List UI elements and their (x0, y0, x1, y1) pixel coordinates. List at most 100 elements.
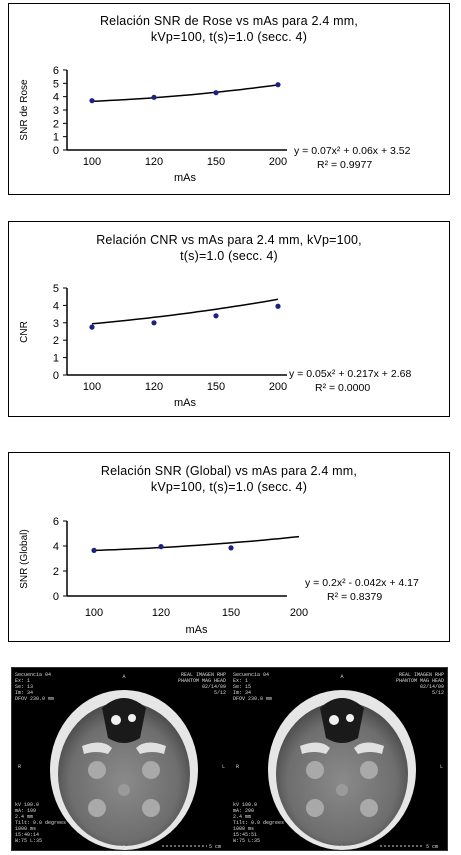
overlay-line: DFOV 230.0 mm (233, 696, 272, 702)
overlay-line: Secuencia 04 (15, 672, 51, 678)
y-tick-label: 2 (53, 566, 59, 578)
x-tick-label: 200 (269, 381, 287, 393)
scan-overlay-left: Secuencia 04 Ex: 1 Se: 13 Im: 34 DFOV 23… (15, 672, 226, 850)
orientation-label: L (440, 764, 443, 770)
trend-line (91, 298, 279, 325)
r-squared-label: R² = 0.8379 (327, 591, 382, 603)
phantom-insert (360, 761, 378, 779)
y-tick-label: 0 (53, 591, 59, 603)
trend-line (93, 535, 300, 552)
scan-overlay-right: Secuencia 04 Ex: 1 Se: 15 Im: 34 DFOV 23… (233, 672, 444, 851)
x-tick-label: 120 (145, 156, 163, 168)
overlay-line: kV 100.0 (233, 802, 257, 808)
x-tick-label: 150 (207, 156, 225, 168)
bone-fragment (111, 715, 121, 725)
y-axis-label: CNR (19, 321, 30, 343)
trendline-equation: y = 0.05x² + 0.217x + 2.68 (289, 368, 411, 380)
overlay-line: REAL IMAGEN RHP (181, 672, 226, 678)
overlay-line: Tilt: 0.0 degrees (15, 820, 66, 826)
overlay-line: 2.4 mm (233, 814, 251, 820)
chart-panel-snr-global: Relación SNR (Global) vs mAs para 2.4 mm… (8, 452, 450, 642)
bone-fragment (346, 714, 354, 722)
x-tick-label: 150 (207, 381, 225, 393)
chart-cnr: 0 1 2 3 4 5 100 120 150 200 mAs CNR y = 0.05x² + 0.2… (19, 283, 411, 409)
phantom-insert-center (118, 784, 130, 796)
data-point (213, 90, 219, 96)
x-tick-label: 120 (152, 607, 170, 619)
y-tick-label: 6 (53, 65, 59, 77)
orientation-label: P (340, 845, 343, 851)
scale-label: 5 cm (209, 844, 221, 850)
data-point (89, 98, 95, 104)
overlay-line: 5/12 (214, 690, 226, 696)
phantom-insert (142, 799, 160, 817)
phantom-insert (306, 799, 324, 817)
r-squared-label: R² = 0.0000 (315, 382, 370, 394)
phantom-insert (88, 799, 106, 817)
petrous-bone (82, 742, 112, 754)
y-axis-label: SNR (Global) (19, 529, 30, 588)
overlay-line: 15:40:14 (15, 832, 39, 838)
bone-fragment (128, 714, 136, 722)
orientation-label: A (122, 674, 125, 680)
y-tick-label: 6 (53, 516, 59, 528)
data-point (275, 303, 281, 309)
chart-panel-snr-rose: Relación SNR de Rose vs mAs para 2.4 mm,… (8, 3, 450, 195)
chart-title-line2: kVp=100, t(s)=1.0 (secc. 4) (150, 30, 308, 44)
chart-title-line1: Relación CNR vs mAs para 2.4 mm, kVp=100… (96, 233, 362, 247)
bone-fragment (329, 715, 339, 725)
overlay-line: PHANTOM MAG HEAD (178, 678, 226, 684)
x-tick-label: 100 (85, 607, 103, 619)
overlay-line: Ex: 1 (233, 678, 248, 684)
y-tick-label: 2 (53, 335, 59, 347)
overlay-line: 02/14/09 (420, 684, 444, 690)
x-tick-label: 120 (145, 381, 163, 393)
x-tick-label: 100 (83, 156, 101, 168)
phantom-insert (88, 761, 106, 779)
data-point (158, 544, 164, 550)
y-tick-label: 3 (53, 105, 59, 117)
petrous-bone (136, 742, 166, 754)
chart-snr-rose: 01 234 56 100 120 150 200 mAs SNR de Rose y = 0.0… (19, 65, 411, 184)
overlay-line: 1000 ms (233, 826, 254, 832)
y-tick-label: 5 (53, 78, 59, 90)
orientation-label: A (340, 674, 343, 680)
overlay-line: Tilt: 0.0 degrees (233, 820, 284, 826)
scale-label: 5 cm (426, 844, 438, 850)
overlay-line: Im: 34 (15, 690, 33, 696)
data-point (275, 82, 281, 88)
y-tick-label: 1 (53, 353, 59, 365)
r-squared-label: R² = 0.9977 (317, 159, 372, 171)
overlay-line: PHANTOM MAG HEAD (396, 678, 444, 684)
chart-panel-cnr: Relación CNR vs mAs para 2.4 mm, kVp=100… (8, 221, 450, 417)
chart-title-line1: Relación SNR (Global) vs mAs para 2.4 mm… (100, 464, 358, 478)
x-axis-label: mAs (186, 624, 209, 636)
overlay-line: Im: 34 (233, 690, 251, 696)
phantom-insert (306, 761, 324, 779)
chart-title-line2: kVp=100, t(s)=1.0 (secc. 4) (150, 480, 308, 494)
chart-title-line2: t(s)=1.0 (secc. 4) (180, 249, 278, 263)
chart-title: Relación CNR vs mAs para 2.4 mm, kVp=100… (9, 232, 449, 264)
y-tick-label: 4 (53, 92, 59, 104)
chart-title: Relación SNR (Global) vs mAs para 2.4 mm… (9, 463, 449, 495)
ct-scan-image: Secuencia 04 Ex: 1 Se: 13 Im: 34 DFOV 23… (11, 667, 448, 851)
x-tick-label: 100 (83, 381, 101, 393)
trendline-equation: y = 0.2x² - 0.042x + 4.17 (305, 577, 419, 589)
ct-scan-svg: Secuencia 04 Ex: 1 Se: 13 Im: 34 DFOV 23… (15, 672, 444, 851)
y-tick-label: 3 (53, 318, 59, 330)
trend-line (91, 84, 279, 103)
sinus-region (102, 698, 146, 743)
ct-slice-right (268, 690, 416, 850)
overlay-line: 2.4 mm (15, 814, 33, 820)
phantom-insert (142, 761, 160, 779)
orientation-label: R (236, 764, 239, 770)
x-tick-label: 200 (290, 607, 308, 619)
overlay-line: DFOV 230.0 mm (15, 696, 54, 702)
overlay-line: 15:45:51 (233, 832, 257, 838)
y-tick-label: 0 (53, 370, 59, 382)
overlay-line: mA: 200 (233, 808, 254, 814)
data-point (151, 94, 157, 100)
phantom-insert (360, 799, 378, 817)
overlay-line: W:75 L:35 (233, 838, 260, 844)
overlay-line: 5/12 (432, 690, 444, 696)
